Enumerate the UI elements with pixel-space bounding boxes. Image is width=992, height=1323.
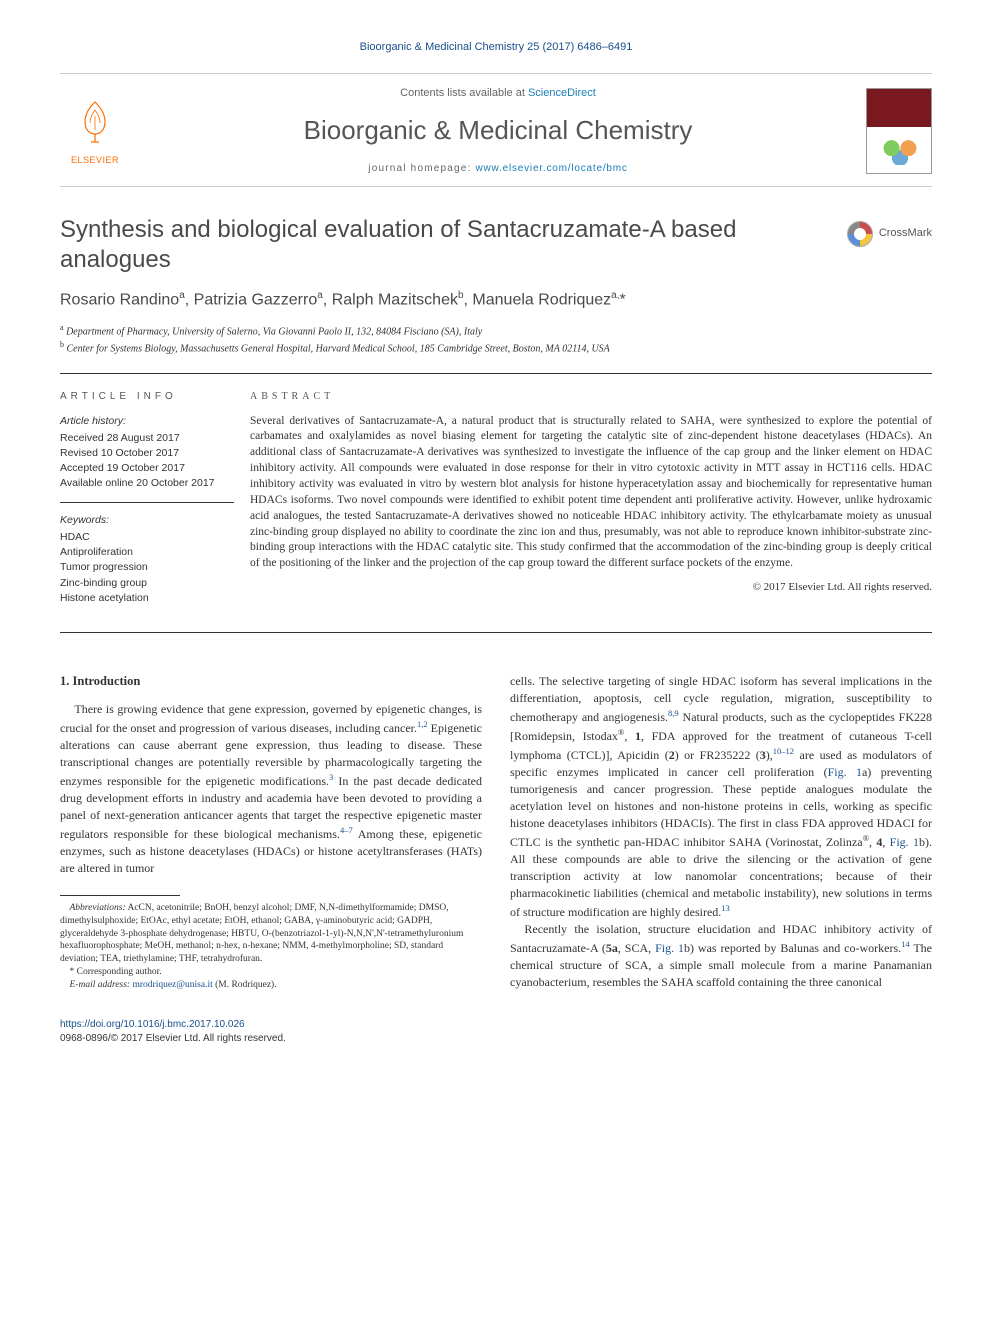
homepage-link[interactable]: www.elsevier.com/locate/bmc <box>476 163 628 174</box>
citation-header: Bioorganic & Medicinal Chemistry 25 (201… <box>60 40 932 55</box>
elsevier-tree-icon <box>71 96 119 144</box>
affiliation-line: b Center for Systems Biology, Massachuse… <box>60 339 932 356</box>
body-text-columns: 1. Introduction There is growing evidenc… <box>60 673 932 992</box>
contents-available-line: Contents lists available at ScienceDirec… <box>130 86 866 101</box>
issn-copyright-line: 0968-0896/© 2017 Elsevier Ltd. All right… <box>60 1033 286 1044</box>
journal-cover-thumbnail <box>866 88 932 174</box>
corresponding-author-footnote: * Corresponding author. <box>60 966 482 979</box>
email-footnote: E-mail address: mrodriquez@unisa.it (M. … <box>60 979 482 992</box>
section-1-heading: 1. Introduction <box>60 673 482 691</box>
keyword-line: Zinc-binding group <box>60 576 234 591</box>
keyword-line: HDAC <box>60 530 234 545</box>
corresponding-email-link[interactable]: mrodriquez@unisa.it <box>132 980 212 990</box>
authors-line: Rosario Randinoa, Patrizia Gazzerroa, Ra… <box>60 289 932 312</box>
body-paragraph-2: cells. The selective targeting of single… <box>510 673 932 921</box>
abstract-heading: ABSTRACT <box>250 390 932 404</box>
footnote-separator <box>60 895 180 896</box>
email-person: (M. Rodriquez). <box>215 980 276 990</box>
affiliations: a Department of Pharmacy, University of … <box>60 322 932 357</box>
abbrev-label: Abbreviations: <box>70 903 126 913</box>
masthead-center: Contents lists available at ScienceDirec… <box>130 86 866 176</box>
journal-name: Bioorganic & Medicinal Chemistry <box>130 112 866 148</box>
history-label: Article history: <box>60 414 234 429</box>
email-label: E-mail address: <box>70 980 131 990</box>
article-title: Synthesis and biological evaluation of S… <box>60 215 847 275</box>
publisher-logo: ELSEVIER <box>60 96 130 166</box>
keyword-line: Antiproliferation <box>60 545 234 560</box>
affiliation-line: a Department of Pharmacy, University of … <box>60 322 932 339</box>
info-abstract-row: ARTICLE INFO Article history: Received 2… <box>60 373 932 633</box>
history-line: Revised 10 October 2017 <box>60 446 234 461</box>
keyword-line: Tumor progression <box>60 560 234 575</box>
body-paragraph-3: Recently the isolation, structure elucid… <box>510 921 932 991</box>
title-block: Synthesis and biological evaluation of S… <box>60 215 932 356</box>
history-line: Available online 20 October 2017 <box>60 476 234 491</box>
footnotes: Abbreviations: AcCN, acetonitrile; BnOH,… <box>60 902 482 992</box>
crossmark-badge[interactable]: CrossMark <box>847 221 932 247</box>
history-line: Accepted 19 October 2017 <box>60 461 234 476</box>
body-paragraph-1: There is growing evidence that gene expr… <box>60 701 482 877</box>
abstract-text: Several derivatives of Santacruzamate-A,… <box>250 414 932 573</box>
article-info-heading: ARTICLE INFO <box>60 390 234 404</box>
keywords-label: Keywords: <box>60 513 234 528</box>
article-info-column: ARTICLE INFO Article history: Received 2… <box>60 374 250 632</box>
homepage-prefix: journal homepage: <box>368 163 475 174</box>
keyword-line: Histone acetylation <box>60 591 234 606</box>
abstract-column: ABSTRACT Several derivatives of Santacru… <box>250 374 932 632</box>
crossmark-label: CrossMark <box>879 226 932 241</box>
abstract-copyright: © 2017 Elsevier Ltd. All rights reserved… <box>250 580 932 595</box>
masthead: ELSEVIER Contents lists available at Sci… <box>60 73 932 187</box>
article-history-block: Article history: Received 28 August 2017… <box>60 414 234 503</box>
homepage-line: journal homepage: www.elsevier.com/locat… <box>130 162 866 176</box>
publisher-name: ELSEVIER <box>60 154 130 167</box>
keywords-block: Keywords: HDACAntiproliferationTumor pro… <box>60 513 234 616</box>
crossmark-icon <box>847 221 873 247</box>
history-line: Received 28 August 2017 <box>60 431 234 446</box>
sciencedirect-link[interactable]: ScienceDirect <box>528 87 596 99</box>
page-footer: https://doi.org/10.1016/j.bmc.2017.10.02… <box>60 1018 932 1046</box>
contents-prefix: Contents lists available at <box>400 87 528 99</box>
doi-link[interactable]: https://doi.org/10.1016/j.bmc.2017.10.02… <box>60 1019 245 1030</box>
abbreviations-footnote: Abbreviations: AcCN, acetonitrile; BnOH,… <box>60 902 482 966</box>
